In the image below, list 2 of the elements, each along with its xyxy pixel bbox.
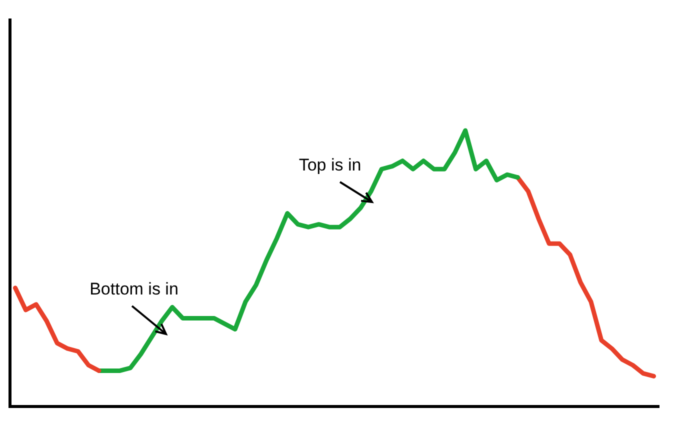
annotation: Top is in [298, 156, 362, 175]
annotation: Bottom is in [90, 280, 178, 299]
